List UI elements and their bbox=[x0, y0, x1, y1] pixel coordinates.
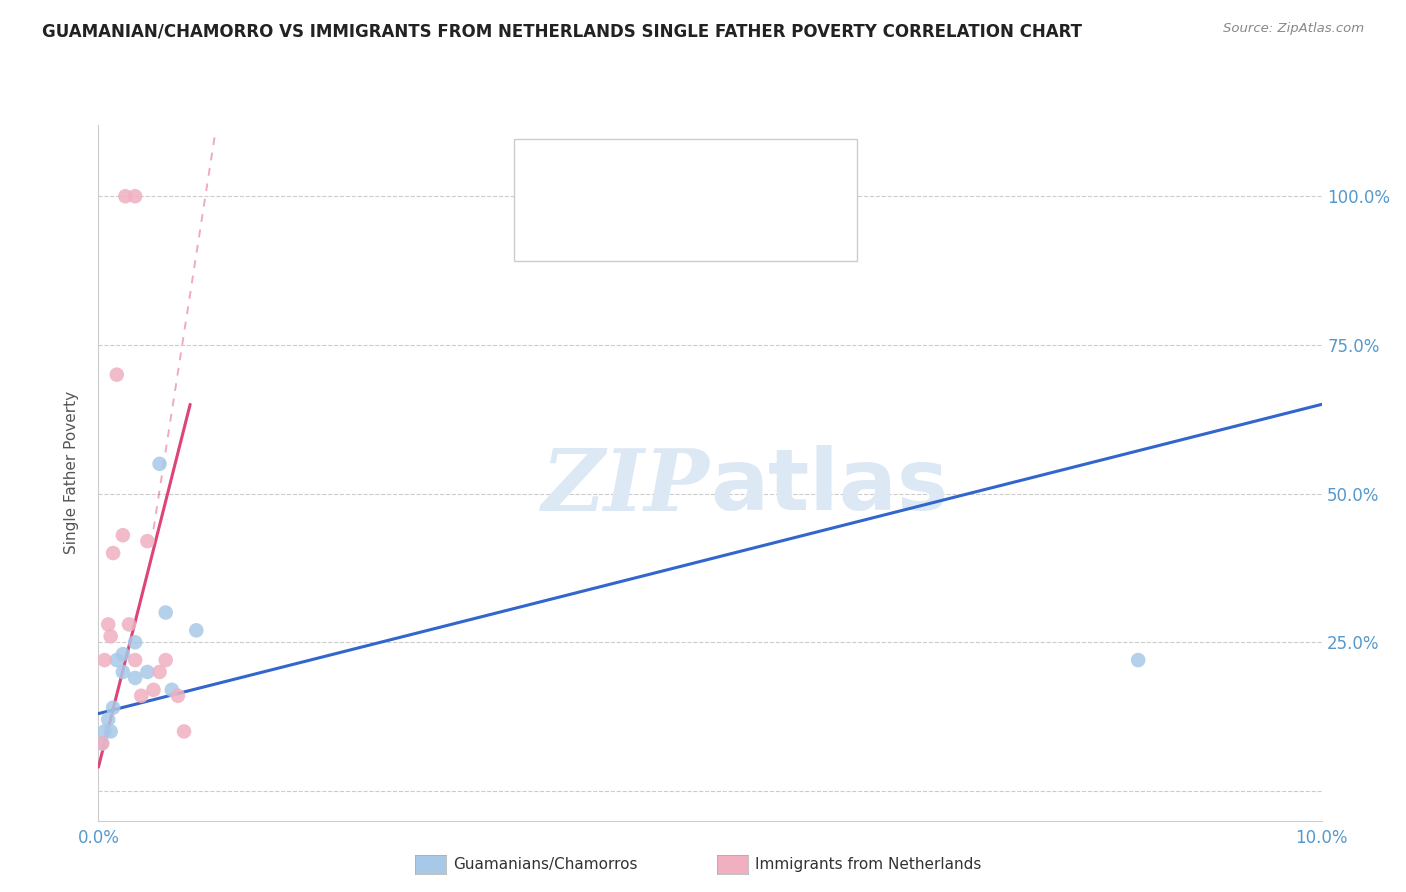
Point bbox=[105, 653, 128, 667]
Point bbox=[97, 617, 120, 632]
Point bbox=[167, 689, 190, 703]
Point bbox=[101, 546, 124, 560]
Point bbox=[124, 653, 146, 667]
Point bbox=[129, 689, 152, 703]
Text: 17: 17 bbox=[717, 161, 741, 178]
Point bbox=[93, 653, 115, 667]
Point bbox=[723, 189, 745, 203]
Point bbox=[111, 528, 134, 542]
Point bbox=[118, 617, 141, 632]
Point bbox=[136, 534, 159, 549]
Text: 18: 18 bbox=[717, 218, 741, 235]
Text: Guamanians/Chamorros: Guamanians/Chamorros bbox=[453, 857, 637, 871]
Text: 0.503: 0.503 bbox=[619, 161, 675, 178]
Point bbox=[173, 724, 195, 739]
Point bbox=[155, 653, 177, 667]
Point bbox=[100, 724, 122, 739]
Text: N =: N = bbox=[675, 218, 725, 235]
Point bbox=[160, 682, 183, 697]
Point bbox=[114, 189, 136, 203]
Point bbox=[124, 635, 146, 649]
Point bbox=[155, 606, 177, 620]
Point bbox=[105, 368, 128, 382]
Point bbox=[186, 624, 208, 638]
Point bbox=[149, 457, 172, 471]
Point bbox=[97, 713, 120, 727]
Point bbox=[124, 671, 146, 685]
Text: N =: N = bbox=[675, 161, 725, 178]
Point bbox=[111, 665, 134, 679]
Text: GUAMANIAN/CHAMORRO VS IMMIGRANTS FROM NETHERLANDS SINGLE FATHER POVERTY CORRELAT: GUAMANIAN/CHAMORRO VS IMMIGRANTS FROM NE… bbox=[42, 22, 1083, 40]
Text: 0.482: 0.482 bbox=[619, 218, 675, 235]
Text: ZIP: ZIP bbox=[543, 445, 710, 528]
Point bbox=[91, 736, 114, 750]
Point bbox=[142, 682, 165, 697]
Point bbox=[124, 189, 146, 203]
Text: R =: R = bbox=[579, 218, 617, 235]
Point bbox=[100, 629, 122, 643]
Point bbox=[149, 665, 172, 679]
Point bbox=[136, 665, 159, 679]
Point bbox=[93, 724, 115, 739]
Text: Immigrants from Netherlands: Immigrants from Netherlands bbox=[755, 857, 981, 871]
Point bbox=[91, 736, 114, 750]
Point bbox=[1128, 653, 1150, 667]
Point bbox=[111, 647, 134, 661]
Point bbox=[101, 700, 124, 714]
Text: R =: R = bbox=[579, 161, 617, 178]
Text: Source: ZipAtlas.com: Source: ZipAtlas.com bbox=[1223, 22, 1364, 36]
Text: atlas: atlas bbox=[710, 445, 948, 528]
Y-axis label: Single Father Poverty: Single Father Poverty bbox=[65, 392, 79, 554]
